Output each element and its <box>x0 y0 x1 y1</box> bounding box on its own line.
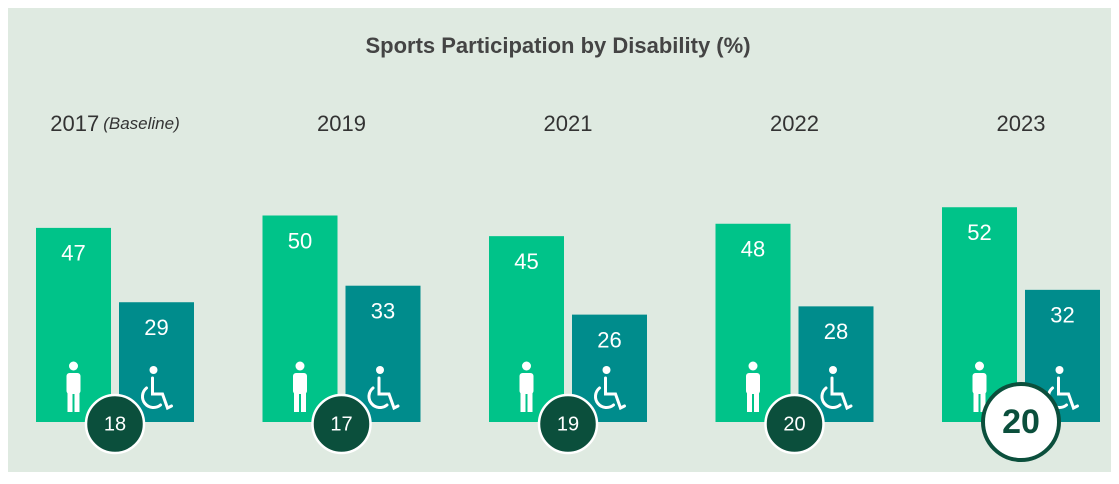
gap-circle <box>537 393 599 455</box>
year-label: 2019 <box>317 111 366 136</box>
value-label: 26 <box>597 327 621 352</box>
value-label: 33 <box>371 299 395 324</box>
value-label: 48 <box>741 237 765 262</box>
gap-circle <box>764 393 825 455</box>
icon-torso <box>293 373 307 394</box>
gap-label: 20 <box>1002 403 1040 441</box>
person-icon <box>66 361 81 412</box>
value-label: 45 <box>514 249 538 274</box>
year: 2023 <box>997 111 1046 136</box>
icon-leg <box>520 390 526 412</box>
icon-wheel <box>820 386 842 409</box>
icon-head <box>69 361 78 371</box>
wheelchair-icon <box>141 366 173 411</box>
gap-circle <box>981 382 1061 462</box>
year: 2019 <box>317 111 366 136</box>
year: 2021 <box>544 111 593 136</box>
icon-leg <box>74 390 80 412</box>
value-label: 28 <box>824 319 848 344</box>
year: 2022 <box>770 111 819 136</box>
value-label: 47 <box>61 241 85 266</box>
person-icon <box>293 361 307 412</box>
icon-body <box>377 376 400 411</box>
chart-title: Sports Participation by Disability (%) <box>365 33 750 58</box>
icon-body <box>1057 376 1079 411</box>
value-label: 52 <box>967 220 991 245</box>
icon-wheel <box>141 386 162 409</box>
icon-head <box>522 361 531 371</box>
person-icon <box>519 361 534 412</box>
icon-wheel <box>594 386 615 409</box>
wheelchair-icon <box>367 366 400 411</box>
year-label: 2023 <box>997 111 1046 136</box>
year-label: 2022 <box>770 111 819 136</box>
year-label: 2017 (Baseline) <box>50 111 180 136</box>
gap-circle <box>84 393 146 455</box>
icon-head <box>975 361 984 371</box>
icon-head <box>295 361 305 371</box>
gap-label: 20 <box>783 413 805 435</box>
person-icon <box>746 361 760 412</box>
icon-torso <box>746 373 760 394</box>
icon-leg <box>747 390 752 412</box>
year: 2017 <box>50 111 99 136</box>
gap-label: 19 <box>557 413 579 435</box>
gap-label: 17 <box>330 413 352 435</box>
icon-body <box>830 376 853 411</box>
icon-head <box>149 366 158 374</box>
icon-torso <box>519 373 534 394</box>
icon-leg <box>980 390 986 412</box>
icon-leg <box>973 390 979 412</box>
icon-body <box>604 376 626 411</box>
icon-leg <box>294 390 299 412</box>
icon-body <box>151 376 173 411</box>
icon-head <box>602 366 611 374</box>
year-label: 2021 <box>544 111 593 136</box>
icon-leg <box>754 390 759 412</box>
icon-head <box>748 361 758 371</box>
icon-head <box>376 366 384 374</box>
wheelchair-icon <box>820 366 853 411</box>
gap-label: 18 <box>104 413 126 435</box>
wheelchair-icon <box>594 366 626 411</box>
icon-torso <box>972 373 987 394</box>
icon-leg <box>67 390 73 412</box>
icon-head <box>1055 366 1064 374</box>
icon-wheel <box>367 386 389 409</box>
person-icon <box>972 361 987 412</box>
icon-torso <box>66 373 81 394</box>
icon-leg <box>301 390 306 412</box>
icon-head <box>829 366 837 374</box>
value-label: 32 <box>1050 303 1074 328</box>
gap-circle <box>311 393 372 455</box>
value-label: 29 <box>144 315 168 340</box>
baseline-note: (Baseline) <box>103 114 180 133</box>
value-label: 50 <box>288 228 312 253</box>
icon-leg <box>527 390 533 412</box>
